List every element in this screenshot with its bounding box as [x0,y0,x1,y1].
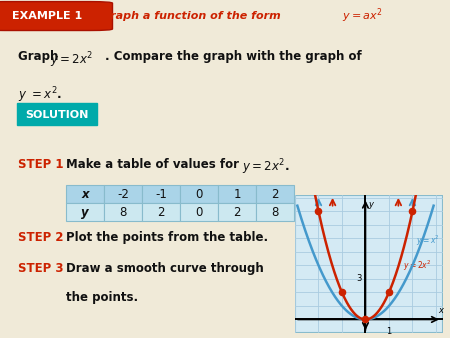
Point [385,290,392,295]
Text: $y\ =x^2$.: $y\ =x^2$. [18,86,62,105]
Text: -2: -2 [117,188,129,200]
Text: $y = 2x^2$.: $y = 2x^2$. [242,158,290,177]
Text: $y = x^2$: $y = x^2$ [416,234,440,248]
Text: $y = ax^2$: $y = ax^2$ [342,7,382,25]
Text: 3: 3 [356,274,362,283]
FancyBboxPatch shape [66,203,104,221]
Text: . Compare the graph with the graph of: . Compare the graph with the graph of [105,50,362,64]
Text: y: y [81,206,89,219]
Point [362,317,369,322]
Text: Make a table of values for: Make a table of values for [66,158,243,171]
Text: STEP 1: STEP 1 [18,158,63,171]
FancyBboxPatch shape [104,203,142,221]
FancyBboxPatch shape [256,203,294,221]
FancyBboxPatch shape [17,103,97,125]
Text: -1: -1 [155,188,167,200]
FancyBboxPatch shape [0,2,112,30]
Text: 8: 8 [119,206,127,219]
FancyBboxPatch shape [104,185,142,203]
Text: Graph: Graph [18,50,63,64]
Text: STEP 3: STEP 3 [18,262,63,274]
FancyBboxPatch shape [256,185,294,203]
Text: SOLUTION: SOLUTION [25,110,89,120]
Text: $y = 2x^2$: $y = 2x^2$ [50,50,93,70]
Text: STEP 2: STEP 2 [18,231,63,244]
FancyBboxPatch shape [218,203,256,221]
FancyBboxPatch shape [142,203,180,221]
Text: x: x [438,307,443,315]
Text: 1: 1 [233,188,241,200]
Point [409,209,416,214]
Text: 2: 2 [233,206,241,219]
FancyBboxPatch shape [180,203,218,221]
Text: the points.: the points. [66,291,138,304]
Text: 0: 0 [195,206,203,219]
Point [315,209,322,214]
Text: 2: 2 [157,206,165,219]
Text: Graph a function of the form: Graph a function of the form [101,11,285,21]
FancyBboxPatch shape [180,185,218,203]
Text: y: y [368,200,373,210]
FancyBboxPatch shape [66,185,104,203]
Text: x: x [81,188,89,200]
Point [338,290,346,295]
Text: $y = 2x^2$: $y = 2x^2$ [403,258,432,272]
Text: 8: 8 [271,206,279,219]
Text: EXAMPLE 1: EXAMPLE 1 [12,11,82,21]
FancyBboxPatch shape [218,185,256,203]
Text: 1: 1 [387,327,392,336]
Text: Draw a smooth curve through: Draw a smooth curve through [66,262,264,274]
Text: 2: 2 [271,188,279,200]
Text: Plot the points from the table.: Plot the points from the table. [66,231,268,244]
FancyBboxPatch shape [142,185,180,203]
Text: 0: 0 [195,188,203,200]
